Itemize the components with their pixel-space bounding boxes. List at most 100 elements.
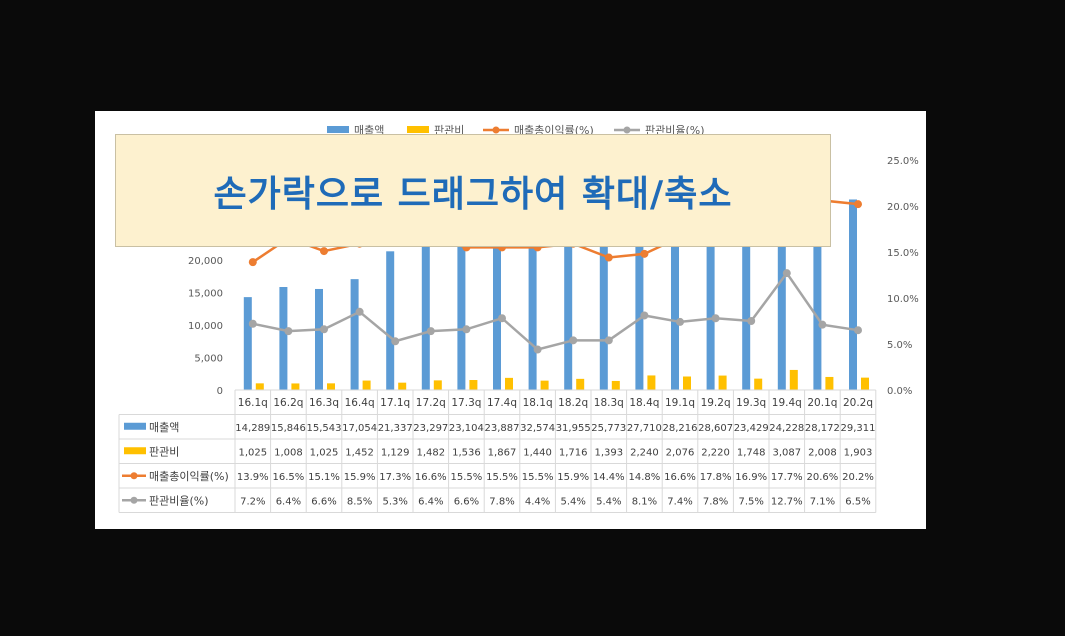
category-label: 18.1q <box>523 397 553 409</box>
bar-매출액 <box>243 297 252 390</box>
right-axis-tick-label: 0.0% <box>887 386 912 397</box>
table-legend-marker <box>130 496 138 504</box>
bar-판관비 <box>825 376 834 390</box>
bar-매출액 <box>528 178 537 390</box>
table-cell: 31,955 <box>556 423 591 434</box>
right-axis-tick-label: 10.0% <box>887 294 919 305</box>
legend-swatch <box>407 126 429 133</box>
category-label: 18.4q <box>629 397 659 409</box>
bar-매출액 <box>599 222 608 390</box>
table-cell: 1,748 <box>737 447 766 458</box>
table-cell: 2,220 <box>701 447 730 458</box>
table-cell: 24,228 <box>769 423 804 434</box>
line-판관비율 <box>252 271 859 351</box>
category-label: 18.3q <box>594 397 624 409</box>
table-cell: 7.5% <box>738 496 763 507</box>
table-legend-swatch <box>124 422 146 430</box>
table-cell: 1,536 <box>452 447 481 458</box>
table-cell: 23,104 <box>449 423 484 434</box>
point-판관비율 <box>462 325 471 334</box>
bar-판관비 <box>683 376 691 390</box>
bar-매출액 <box>315 288 323 390</box>
table-cell: 17.8% <box>700 472 732 483</box>
table-row-label: 판관비 <box>149 445 179 458</box>
combo-chart[interactable]: 0 5,000 10,000 15,000 20,000 0.0% 5.0% 10.0% 15.… <box>95 111 926 529</box>
bar-매출액 <box>777 232 786 390</box>
category-label: 20.1q <box>807 397 837 409</box>
category-label: 16.2q <box>273 397 303 409</box>
table-cell: 7.1% <box>810 496 835 507</box>
bar-판관비 <box>718 375 727 390</box>
table-cell: 14.4% <box>593 472 625 483</box>
table-cell: 16.6% <box>415 472 447 483</box>
bar-판관비 <box>398 382 407 390</box>
point-판관비율 <box>711 314 720 323</box>
table-cell: 23,429 <box>734 423 769 434</box>
table-cell: 15.5% <box>522 472 554 483</box>
table-cell: 2,008 <box>808 447 837 458</box>
point-판관비율 <box>248 319 257 328</box>
table-cell: 14.8% <box>629 472 661 483</box>
point-판관비율 <box>640 311 649 320</box>
category-label: 17.3q <box>451 397 481 409</box>
table-cell: 4.4% <box>525 496 550 507</box>
category-label: 19.2q <box>701 397 731 409</box>
table-cell: 1,452 <box>345 447 374 458</box>
bar-매출액 <box>350 279 359 390</box>
table-cell: 15.5% <box>486 472 518 483</box>
legend-label: 매출총이익률(%) <box>514 124 594 137</box>
table-cell: 6.6% <box>454 496 479 507</box>
bar-판관비 <box>861 377 869 390</box>
point-판관비율 <box>854 326 862 335</box>
table-cell: 6.4% <box>418 496 443 507</box>
table-cell: 23,887 <box>485 423 520 434</box>
point-판관비율 <box>284 327 293 336</box>
table-cell: 17.3% <box>379 472 411 483</box>
legend-swatch <box>327 126 349 133</box>
table-row-label: 판관비율(%) <box>149 494 209 507</box>
table-cell: 15.9% <box>557 472 589 483</box>
table-cell: 5.4% <box>560 496 585 507</box>
point-판관비율 <box>569 336 578 345</box>
bar-매출액 <box>457 239 466 390</box>
category-label: 17.4q <box>487 397 517 409</box>
legend-marker <box>492 126 500 134</box>
table-cell: 16.9% <box>735 472 767 483</box>
bar-판관비 <box>647 375 656 390</box>
category-label: 19.3q <box>736 397 766 409</box>
table-cell: 7.4% <box>667 496 692 507</box>
point-판관비율 <box>498 314 506 323</box>
point-판관비율 <box>604 336 613 345</box>
table-legend-swatch <box>124 447 146 455</box>
legend-label: 판관비율(%) <box>645 124 705 137</box>
bar-판관비 <box>362 380 371 390</box>
table-cell: 15.5% <box>451 472 483 483</box>
bar-매출액 <box>813 206 822 390</box>
category-label: 16.4q <box>345 397 375 409</box>
table-cell: 1,482 <box>416 447 445 458</box>
table-cell: 15.1% <box>308 472 340 483</box>
category-label: 19.4q <box>772 397 802 409</box>
bar-매출액 <box>493 234 501 390</box>
point-매출총이익률 <box>640 249 649 258</box>
table-cell: 15,543 <box>307 423 342 434</box>
table-cell: 14,289 <box>235 423 270 434</box>
table-cell: 15,846 <box>271 423 306 434</box>
table-cell: 1,393 <box>594 447 623 458</box>
bar-판관비 <box>540 380 549 390</box>
right-axis-tick-label: 20.0% <box>887 202 919 213</box>
table-cell: 1,867 <box>488 447 517 458</box>
legend-label: 판관비 <box>434 124 464 137</box>
table-cell: 7.8% <box>703 496 728 507</box>
point-판관비율 <box>355 307 364 316</box>
right-axis-tick-label: 5.0% <box>887 340 912 351</box>
bar-판관비 <box>433 380 442 390</box>
category-label: 17.2q <box>416 397 446 409</box>
category-label: 16.3q <box>309 397 339 409</box>
table-cell: 16.6% <box>664 472 696 483</box>
table-cell: 8.1% <box>632 496 657 507</box>
point-판관비율 <box>320 325 328 334</box>
zoom-hint-banner: 손가락으로 드래그하여 확대/축소 <box>115 134 831 247</box>
table-row-label: 매출총이익률(%) <box>149 470 229 483</box>
table-cell: 1,716 <box>559 447 588 458</box>
